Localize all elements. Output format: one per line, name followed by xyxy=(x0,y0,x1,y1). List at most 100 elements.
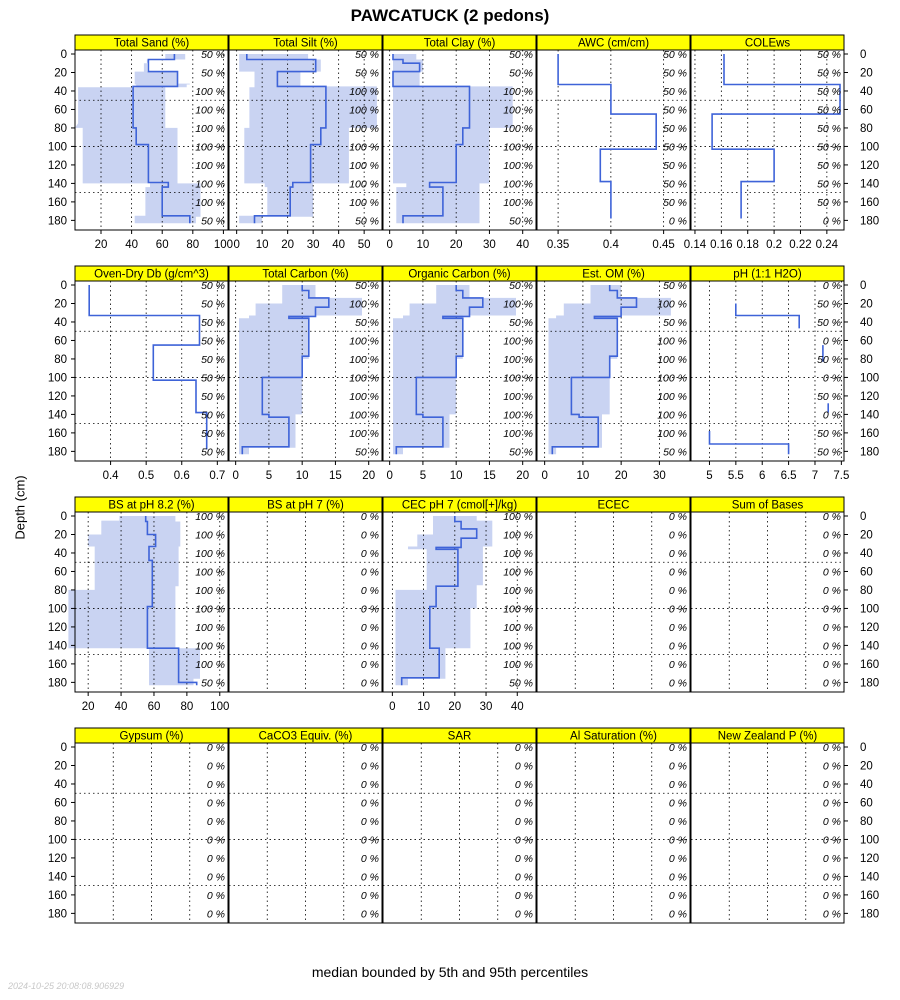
panel-frame xyxy=(382,742,537,924)
coverage-label: 50 % xyxy=(201,67,225,79)
coverage-label: 0 % xyxy=(515,853,533,865)
panel-title: Gypsum (%) xyxy=(120,731,184,743)
coverage-label: 0 % xyxy=(361,548,379,560)
coverage-label: 0 % xyxy=(515,760,533,772)
panel-frame xyxy=(382,49,537,231)
y-tick-label: 180 xyxy=(860,677,879,689)
coverage-label: 0 % xyxy=(669,677,687,689)
coverage-label: 0 % xyxy=(207,853,225,865)
chart-footer: median bounded by 5th and 95th percentil… xyxy=(311,964,589,980)
median-line xyxy=(551,285,638,455)
coverage-label: 100 % xyxy=(195,659,225,671)
x-tick-label: 15 xyxy=(329,470,342,482)
coverage-label: 0 % xyxy=(823,659,841,671)
coverage-label: 100 % xyxy=(195,548,225,560)
timestamp: 2024-10-25 20:08:08.906929 xyxy=(8,981,125,991)
y-tick-label: 80 xyxy=(54,816,67,828)
panel: SAR 0 % 0 % 0 % 0 % 0 % 0 % 0 % 0 % 0 % 0 % xyxy=(382,727,537,924)
y-tick-label: 100 xyxy=(860,141,879,153)
y-tick-label: 60 xyxy=(860,566,873,578)
panel-title: Sum of Bases xyxy=(732,500,804,512)
coverage-label: 100 % xyxy=(503,548,533,560)
coverage-label: 0 % xyxy=(361,797,379,809)
median-line xyxy=(246,54,327,224)
y-tick-label: 140 xyxy=(48,871,67,883)
coverage-label: 100 % xyxy=(195,585,225,597)
coverage-label: 50 % xyxy=(509,49,533,61)
median-line xyxy=(88,285,208,450)
x-tick-label: 100 xyxy=(210,701,229,713)
x-tick-label: 60 xyxy=(156,239,169,251)
panel-frame xyxy=(74,511,229,693)
x-tick-label: 40 xyxy=(125,239,138,251)
coverage-label: 0 % xyxy=(361,871,379,883)
y-tick-label: 80 xyxy=(860,354,873,366)
coverage-label: 0 % xyxy=(823,797,841,809)
coverage-label: 0 % xyxy=(669,853,687,865)
coverage-label: 0 % xyxy=(515,742,533,754)
coverage-label: 0 % xyxy=(361,659,379,671)
percentile-band xyxy=(393,285,516,455)
y-tick-label: 0 xyxy=(860,280,866,292)
coverage-label: 100 % xyxy=(349,104,379,116)
coverage-label: 0 % xyxy=(361,908,379,920)
coverage-label: 50 % xyxy=(509,215,533,227)
coverage-label: 100 % xyxy=(349,123,379,135)
coverage-label: 0 % xyxy=(823,372,841,384)
coverage-label: 100 % xyxy=(503,511,533,523)
y-tick-label: 120 xyxy=(860,853,879,865)
y-tick-label: 80 xyxy=(860,816,873,828)
panel-title: pH (1:1 H2O) xyxy=(733,269,802,281)
coverage-label: 0 % xyxy=(207,834,225,846)
chart-title: PAWCATUCK (2 pedons) xyxy=(350,6,550,25)
median-line xyxy=(711,54,841,219)
coverage-label: 0 % xyxy=(361,640,379,652)
coverage-label: 0 % xyxy=(361,622,379,634)
median-line xyxy=(132,54,191,224)
panel-frame xyxy=(382,511,537,693)
coverage-label: 100 % xyxy=(657,409,687,421)
coverage-label: 50 % xyxy=(663,49,687,61)
x-tick-label: 0 xyxy=(541,470,547,482)
y-tick-label: 0 xyxy=(61,511,67,523)
coverage-label: 0 % xyxy=(515,834,533,846)
coverage-label: 0 % xyxy=(361,742,379,754)
y-tick-label: 140 xyxy=(48,178,67,190)
y-tick-label: 100 xyxy=(48,603,67,615)
x-tick-label: 0 xyxy=(232,470,238,482)
median-line xyxy=(144,516,198,686)
panel-title: Organic Carbon (%) xyxy=(408,269,510,281)
x-tick-label: 0.6 xyxy=(174,470,190,482)
coverage-label: 50 % xyxy=(663,104,687,116)
coverage-label: 100 % xyxy=(349,428,379,440)
x-tick-label: 10 xyxy=(450,470,463,482)
coverage-label: 50 % xyxy=(663,160,687,172)
panel-title: CaCO3 Equiv. (%) xyxy=(259,731,353,743)
median-line xyxy=(734,303,801,329)
coverage-label: 100 % xyxy=(195,123,225,135)
y-tick-label: 60 xyxy=(860,104,873,116)
coverage-label: 0 % xyxy=(515,797,533,809)
coverage-label: 50 % xyxy=(509,67,533,79)
coverage-label: 100 % xyxy=(349,298,379,310)
y-tick-label: 140 xyxy=(860,409,879,421)
x-tick-label: 20 xyxy=(281,239,294,251)
y-tick-label: 120 xyxy=(860,391,879,403)
coverage-label: 0 % xyxy=(823,548,841,560)
panel: Total Carbon (%) 50 % 100 % 50 % 100 % 100 % 1… xyxy=(228,265,383,482)
median-line xyxy=(241,285,330,455)
y-tick-label: 100 xyxy=(860,834,879,846)
panel-title: Al Saturation (%) xyxy=(570,731,657,743)
coverage-label: 0 % xyxy=(207,890,225,902)
y-tick-label: 160 xyxy=(48,428,67,440)
coverage-label: 50 % xyxy=(817,317,841,329)
coverage-label: 50 % xyxy=(817,123,841,135)
y-tick-label: 80 xyxy=(54,585,67,597)
percentile-band xyxy=(75,54,201,224)
x-tick-label: 30 xyxy=(483,239,496,251)
coverage-label: 50 % xyxy=(201,391,225,403)
panel: Total Clay (%)50 %50 %100 %100 %100 %100… xyxy=(382,34,537,251)
coverage-label: 0 % xyxy=(207,779,225,791)
y-tick-label: 120 xyxy=(48,391,67,403)
x-tick-label: 20 xyxy=(516,470,529,482)
